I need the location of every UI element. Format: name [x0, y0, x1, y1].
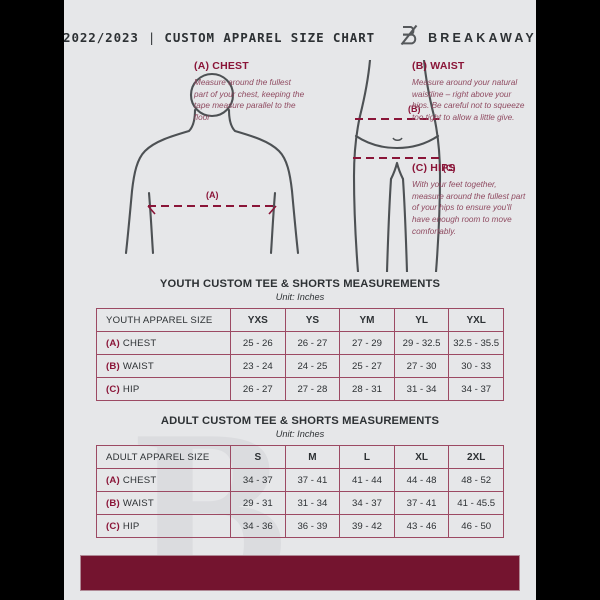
- measurement-tag: (C): [106, 520, 120, 532]
- table-column-header: M: [284, 445, 341, 469]
- callout-waist-body: Measure around your natural waistline – …: [412, 78, 525, 122]
- table-row-label: (B) WAIST: [96, 491, 231, 515]
- measurement-tag: (A): [106, 337, 120, 349]
- table-row: (B) WAIST 23 - 24 24 - 25 25 - 27 27 - 30 30 -…: [96, 354, 504, 378]
- table-cell: 36 - 39: [284, 514, 341, 538]
- table-cell: 34 - 36: [230, 514, 286, 538]
- callout-hips-body: With your feet together, measure around …: [412, 180, 526, 236]
- table-cell: 31 - 34: [284, 491, 341, 515]
- table-column-header: XL: [393, 445, 450, 469]
- table-cell: 30 - 33: [448, 354, 504, 378]
- table-column-header: YM: [339, 308, 395, 332]
- table-cell: 26 - 27: [230, 377, 286, 401]
- youth-size-table: YOUTH APPAREL SIZE YXS YS YM YL YXL (A) CHEST 25…: [96, 308, 504, 401]
- brand-lockup: BREAKAWAY: [398, 23, 536, 52]
- table-column-header: YS: [284, 308, 341, 332]
- upper-body-outline: [124, 72, 300, 255]
- navel-detail: [392, 137, 403, 141]
- measurement-tag: (B): [106, 497, 120, 509]
- table-cell: 37 - 41: [284, 468, 341, 492]
- callout-hips: (C) HIPS With your feet together, measur…: [412, 162, 530, 237]
- breakaway-b-monogram-icon: [398, 23, 420, 52]
- header-separator: |: [147, 30, 156, 45]
- table-cell: 28 - 31: [339, 377, 395, 401]
- footer-bar: [80, 555, 520, 591]
- measurement-tag: (A): [106, 474, 120, 486]
- table-row-label: (C) HIP: [96, 514, 231, 538]
- table-column-header: YL: [393, 308, 450, 332]
- table-row: (C) HIP 26 - 27 27 - 28 28 - 31 31 - 34 34 - 3…: [96, 377, 504, 401]
- table-header-row: ADULT APPAREL SIZE S M L XL 2XL: [96, 445, 504, 469]
- youth-table-title: YOUTH CUSTOM TEE & SHORTS MEASUREMENTS: [159, 278, 441, 290]
- callout-hips-title: (C) HIPS: [412, 162, 456, 174]
- chest-line-label: (A): [206, 190, 219, 200]
- table-cell: 46 - 50: [448, 514, 504, 538]
- callout-chest: (A) CHEST Measure around the fullest par…: [194, 60, 306, 124]
- page-header: 2022/2023 | CUSTOM APPAREL SIZE CHART BR…: [64, 0, 536, 56]
- waist-line-label: (B): [408, 104, 421, 114]
- table-row-label: (B) WAIST: [96, 354, 231, 378]
- table-row: (C) HIP 34 - 36 36 - 39 39 - 42 43 - 46 46 - 5…: [96, 514, 504, 538]
- youth-table-unit: Unit: Inches: [275, 292, 325, 302]
- callout-chest-body: Measure around the fullest part of your …: [194, 78, 305, 122]
- callout-waist: (B) WAIST Measure around your natural wa…: [412, 60, 530, 124]
- table-column-header: YXL: [448, 308, 504, 332]
- table-cell: 43 - 46: [393, 514, 450, 538]
- table-row-label: (C) HIP: [96, 377, 231, 401]
- adult-table-title: ADULT CUSTOM TEE & SHORTS MEASUREMENTS: [160, 415, 440, 427]
- table-cell: 41 - 44: [339, 468, 395, 492]
- table-cell: 23 - 24: [230, 354, 286, 378]
- page-title: CUSTOM APPAREL SIZE CHART: [164, 30, 376, 45]
- size-chart-page: B 2022/2023 | CUSTOM APPAREL SIZE CHART …: [64, 0, 536, 600]
- table-cell: 34 - 37: [339, 491, 395, 515]
- table-cell: 44 - 48: [393, 468, 450, 492]
- adult-size-table: ADULT APPAREL SIZE S M L XL 2XL (A) CHEST 34 - 3…: [96, 445, 504, 538]
- body-figures-illustration: [124, 60, 442, 272]
- chest-measure-arrows: [147, 205, 277, 215]
- table-header-row: YOUTH APPAREL SIZE YXS YS YM YL YXL: [96, 308, 504, 332]
- table-cell: 39 - 42: [339, 514, 395, 538]
- table-cell: 31 - 34: [393, 377, 450, 401]
- table-cell: 32.5 - 35.5: [448, 331, 504, 355]
- table-row-header-label: YOUTH APPAREL SIZE: [96, 308, 231, 332]
- lower-body-outline: [352, 60, 442, 272]
- table-cell: 34 - 37: [230, 468, 286, 492]
- table-column-header: 2XL: [448, 445, 504, 469]
- table-column-header: L: [339, 445, 395, 469]
- measurement-tag: (C): [106, 383, 120, 395]
- table-cell: 29 - 31: [230, 491, 286, 515]
- table-cell: 25 - 27: [339, 354, 395, 378]
- header-year: 2022/2023: [64, 30, 139, 45]
- table-cell: 48 - 52: [448, 468, 504, 492]
- table-cell: 27 - 30: [393, 354, 450, 378]
- callout-chest-title: (A) CHEST: [194, 60, 249, 72]
- table-cell: 34 - 37: [448, 377, 504, 401]
- table-row-header-label: ADULT APPAREL SIZE: [96, 445, 231, 469]
- measurement-diagram: (A) (B) (C) (A) CHEST Measure around the…: [64, 60, 536, 272]
- table-cell: 27 - 29: [339, 331, 395, 355]
- adult-section: ADULT CUSTOM TEE & SHORTS MEASUREMENTS U…: [64, 415, 536, 538]
- table-cell: 25 - 26: [230, 331, 286, 355]
- youth-section: YOUTH CUSTOM TEE & SHORTS MEASUREMENTS U…: [64, 278, 536, 401]
- table-row: (A) CHEST 34 - 37 37 - 41 41 - 44 44 - 48 48 -…: [96, 468, 504, 492]
- table-row: (A) CHEST 25 - 26 26 - 27 27 - 29 29 - 32.5 32…: [96, 331, 504, 355]
- table-row-label: (A) CHEST: [96, 331, 231, 355]
- table-cell: 37 - 41: [393, 491, 450, 515]
- table-cell: 26 - 27: [284, 331, 341, 355]
- callout-waist-title: (B) WAIST: [412, 60, 465, 72]
- table-cell: 24 - 25: [284, 354, 341, 378]
- table-column-header: YXS: [230, 308, 286, 332]
- table-cell: 41 - 45.5: [448, 491, 504, 515]
- table-cell: 29 - 32.5: [393, 331, 450, 355]
- table-cell: 27 - 28: [284, 377, 341, 401]
- hip-line-label: (C): [443, 163, 456, 173]
- table-row-label: (A) CHEST: [96, 468, 231, 492]
- table-column-header: S: [230, 445, 286, 469]
- measurement-tag: (B): [106, 360, 120, 372]
- brand-name: BREAKAWAY: [428, 30, 536, 45]
- table-row: (B) WAIST 29 - 31 31 - 34 34 - 37 37 - 41 41 -…: [96, 491, 504, 515]
- adult-table-unit: Unit: Inches: [275, 429, 325, 439]
